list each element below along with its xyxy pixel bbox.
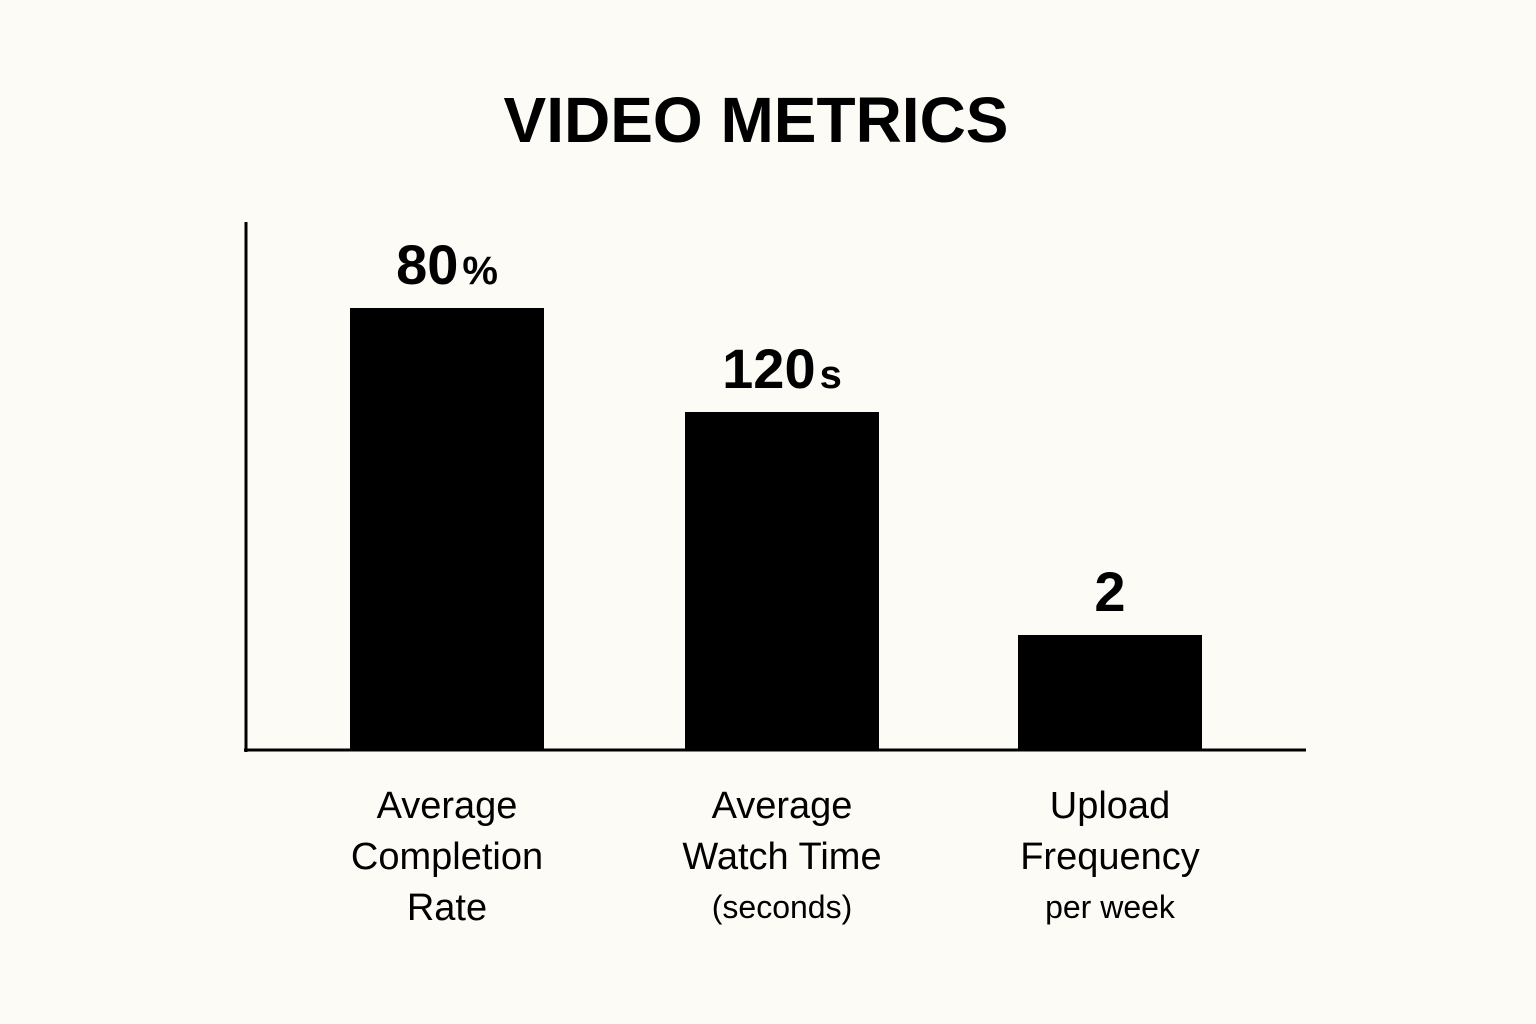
value-number-0: 80 xyxy=(396,233,458,296)
bar-0 xyxy=(350,308,544,750)
value-number-1: 120 xyxy=(722,337,815,400)
category-sublabel-1: (seconds) xyxy=(712,889,853,925)
chart-marks: 80 % Average Completion Rate 120 s Average Watch… xyxy=(350,233,1202,929)
category-label-1-line-1: Watch Time xyxy=(682,836,881,878)
value-label-2: 2 xyxy=(1094,560,1125,623)
value-label-1: 120 s xyxy=(722,337,842,400)
category-sublabel-2: per week xyxy=(1045,889,1176,925)
category-label-0-line-2: Rate xyxy=(407,887,487,929)
category-label-2-line-0: Upload xyxy=(1050,785,1170,827)
value-number-2: 2 xyxy=(1094,560,1125,623)
category-label-0-line-1: Completion xyxy=(351,836,543,878)
category-label-2-line-1: Frequency xyxy=(1020,836,1200,878)
category-label-1-line-0: Average xyxy=(712,785,853,827)
bar-1 xyxy=(685,412,879,750)
value-label-0: 80% xyxy=(396,233,498,296)
value-unit-0: % xyxy=(462,249,498,293)
category-label-0-line-0: Average xyxy=(377,785,518,827)
value-unit-1: s xyxy=(820,353,842,397)
bar-2 xyxy=(1018,635,1202,750)
chart-title: VIDEO METRICS xyxy=(504,84,1009,156)
